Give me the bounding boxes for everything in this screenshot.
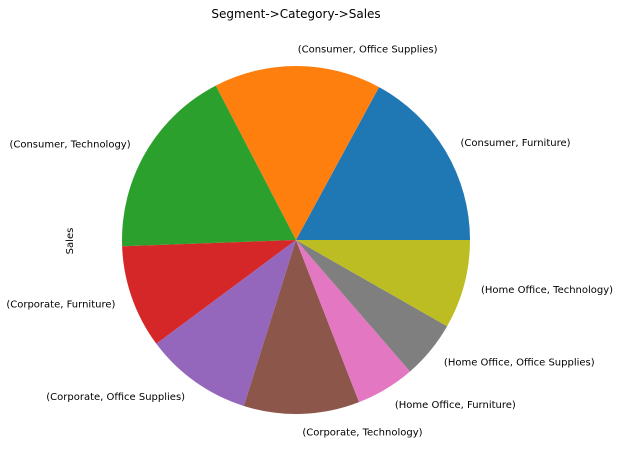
pie-slice <box>243 240 360 414</box>
pie-slice <box>296 240 448 372</box>
slice-label: (Consumer, Technology) <box>9 140 130 151</box>
slice-label: (Corporate, Office Supplies) <box>46 392 185 403</box>
slice-label: (Home Office, Furniture) <box>395 400 516 411</box>
chart-title: Segment->Category->Sales <box>211 7 380 21</box>
pie-slice <box>215 66 380 240</box>
pie-slice <box>156 240 296 406</box>
y-axis-label: Sales <box>65 228 76 255</box>
slice-label: (Home Office, Technology) <box>481 285 613 296</box>
slice-label: (Home Office, Office Supplies) <box>444 357 595 368</box>
slice-labels: (Consumer, Furniture) (Consumer, Office S… <box>6 45 613 439</box>
pie-slice <box>296 240 470 327</box>
slice-label: (Corporate, Furniture) <box>6 299 115 310</box>
slice-label: (Consumer, Furniture) <box>460 138 570 149</box>
pie-slices <box>121 66 470 414</box>
slice-label: (Corporate, Technology) <box>302 427 422 438</box>
pie-slice <box>121 85 296 247</box>
pie-slice <box>296 87 470 240</box>
pie-slice <box>122 240 296 344</box>
slice-label: (Consumer, Office Supplies) <box>298 45 438 56</box>
pie-slice <box>296 240 411 403</box>
